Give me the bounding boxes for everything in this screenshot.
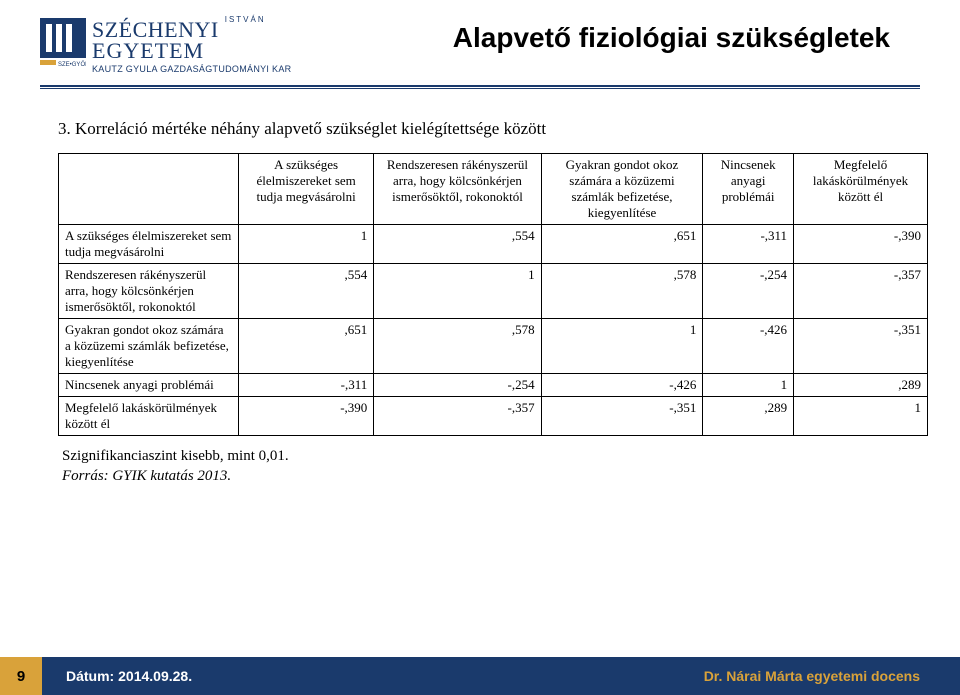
section-title: 3. Korreláció mértéke néhány alapvető sz… [58,119,920,139]
significance-note: Szignifikanciaszint kisebb, mint 0,01. [62,446,920,466]
cell: -,311 [239,373,374,396]
page-number: 9 [0,657,42,695]
cell: ,289 [703,396,794,435]
logo-faculty-text: KAUTZ GYULA GAZDASÁGTUDOMÁNYI KAR [92,65,291,74]
table-notes: Szignifikanciaszint kisebb, mint 0,01. F… [62,446,920,487]
cell: -,254 [374,373,541,396]
cell: ,578 [541,263,703,318]
cell: 1 [239,224,374,263]
header-rule-thick [40,85,920,87]
row-header: Gyakran gondot okoz számára a közüzemi s… [59,318,239,373]
footer-bar: 9 Dátum: 2014.09.28. Dr. Nárai Márta egy… [0,657,960,695]
cell: -,311 [703,224,794,263]
cell: -,351 [794,318,928,373]
col-header: Gyakran gondot okoz számára a közüzemi s… [541,153,703,224]
cell: -,426 [703,318,794,373]
col-header: Rendszeresen rákényszerül arra, hogy köl… [374,153,541,224]
table-row: Megfelelő lakáskörülmények között él -,3… [59,396,928,435]
logo-icon: SZE•GYŐR [40,18,86,72]
table-header-row: A szükséges élelmiszereket sem tudja meg… [59,153,928,224]
col-header: Megfelelő lakáskörülmények között él [794,153,928,224]
col-header: Nincsenek anyagi problémái [703,153,794,224]
cell: -,357 [794,263,928,318]
cell: -,426 [541,373,703,396]
source-note: Forrás: GYIK kutatás 2013. [62,466,920,486]
cell: 1 [794,396,928,435]
cell: -,357 [374,396,541,435]
page-title: Alapvető fiziológiai szükségletek [453,22,890,54]
header-rule-thin [40,88,920,89]
cell: 1 [703,373,794,396]
cell: ,289 [794,373,928,396]
cell: ,651 [541,224,703,263]
cell: ,578 [374,318,541,373]
logo-sub-text: EGYETEM [92,39,291,62]
row-header: Nincsenek anyagi problémái [59,373,239,396]
cell: ,651 [239,318,374,373]
col-header: A szükséges élelmiszereket sem tudja meg… [239,153,374,224]
table-row: Nincsenek anyagi problémái -,311 -,254 -… [59,373,928,396]
row-header: Rendszeresen rákényszerül arra, hogy köl… [59,263,239,318]
footer-author: Dr. Nárai Márta egyetemi docens [704,668,920,684]
footer-date: Dátum: 2014.09.28. [66,668,192,684]
row-header: A szükséges élelmiszereket sem tudja meg… [59,224,239,263]
cell: -,390 [239,396,374,435]
table-corner-cell [59,153,239,224]
university-logo: SZE•GYŐR SZÉCHENYI ISTVÁN EGYETEM KAUTZ … [40,18,291,75]
cell: ,554 [374,224,541,263]
cell: 1 [374,263,541,318]
correlation-table: A szükséges élelmiszereket sem tudja meg… [58,153,928,436]
table-row: Rendszeresen rákényszerül arra, hogy köl… [59,263,928,318]
cell: -,254 [703,263,794,318]
table-row: Gyakran gondot okoz számára a közüzemi s… [59,318,928,373]
cell: -,351 [541,396,703,435]
cell: -,390 [794,224,928,263]
row-header: Megfelelő lakáskörülmények között él [59,396,239,435]
cell: ,554 [239,263,374,318]
svg-text:SZE•GYŐR: SZE•GYŐR [58,61,86,68]
table-row: A szükséges élelmiszereket sem tudja meg… [59,224,928,263]
cell: 1 [541,318,703,373]
